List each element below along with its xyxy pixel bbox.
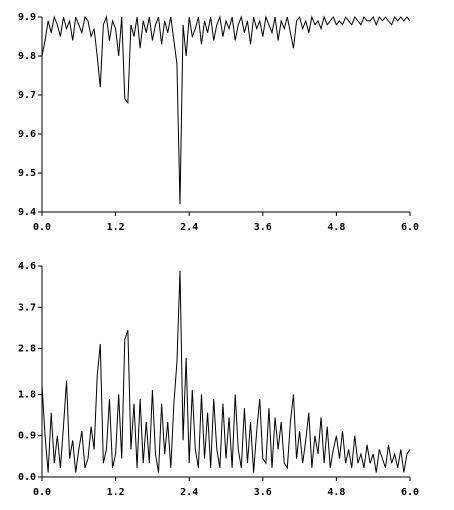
y-tick-label: 9.9	[18, 12, 36, 23]
x-tick-label: 6.0	[401, 487, 419, 498]
x-tick-label: 6.0	[401, 222, 419, 233]
y-tick-label: 4.6	[18, 261, 36, 272]
data-line	[41, 270, 411, 473]
x-tick-label: 1.2	[107, 222, 125, 233]
y-tick-label: 3.7	[18, 302, 36, 313]
x-tick-label: 0.0	[33, 222, 51, 233]
y-tick-label: 9.7	[18, 90, 36, 101]
y-tick-label: 9.6	[18, 129, 36, 140]
y-tick-label: 2.8	[18, 344, 36, 355]
x-tick-label: 3.6	[254, 487, 272, 498]
y-tick-label: 9.5	[18, 168, 36, 179]
data-line	[41, 15, 411, 205]
y-tick-label: 1.8	[18, 389, 36, 400]
x-tick-label: 2.4	[180, 222, 198, 233]
y-tick-label: 0.9	[18, 431, 36, 442]
y-tick-label: 9.8	[18, 51, 36, 62]
x-tick-label: 0.0	[33, 487, 51, 498]
x-tick-label: 2.4	[180, 487, 198, 498]
x-tick-label: 1.2	[107, 487, 125, 498]
y-tick-label: 9.4	[18, 207, 36, 218]
x-tick-label: 3.6	[254, 222, 272, 233]
x-tick-label: 4.8	[327, 222, 345, 233]
x-tick-label: 4.8	[327, 487, 345, 498]
y-tick-label: 0.0	[18, 472, 36, 483]
